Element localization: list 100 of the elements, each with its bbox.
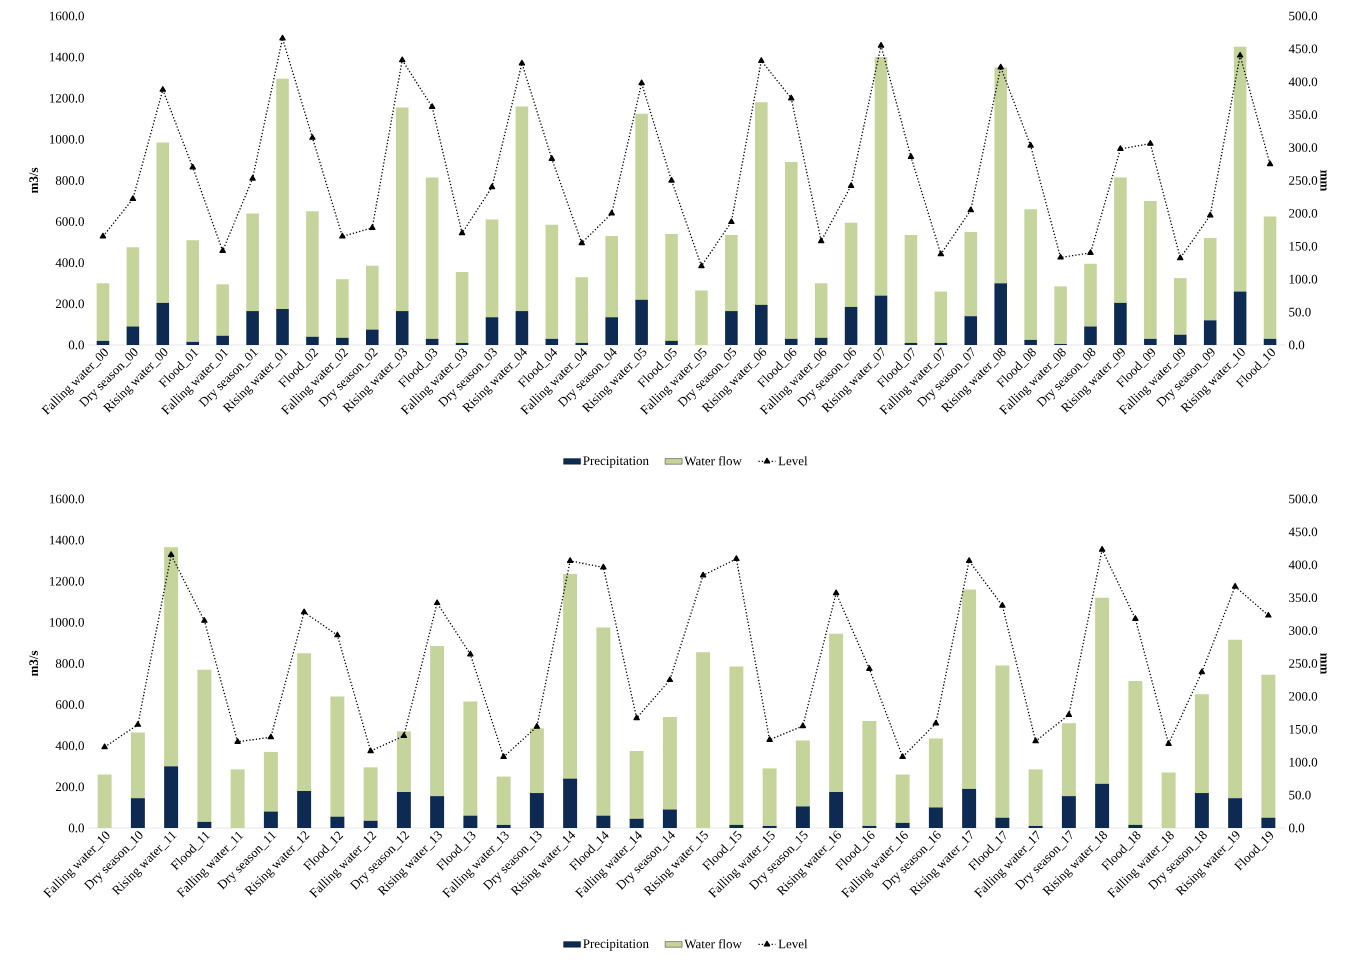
point: [201, 617, 208, 623]
point: [234, 738, 241, 744]
bar: [126, 247, 140, 327]
bar: [962, 788, 977, 828]
bar: [496, 824, 511, 828]
bar: [665, 233, 678, 341]
bar: [1194, 793, 1209, 828]
bar: [605, 236, 618, 318]
bar: [1261, 817, 1276, 828]
bar: [874, 295, 888, 345]
bar: [216, 284, 229, 336]
point: [566, 557, 574, 563]
bar: [995, 665, 1010, 818]
bar: [529, 793, 544, 828]
bar: [186, 240, 200, 342]
point: [698, 262, 705, 269]
bar: [515, 311, 529, 345]
bar: [485, 219, 499, 318]
bar: [605, 317, 618, 345]
bar: [635, 113, 648, 300]
point: [398, 56, 406, 63]
bar: [1028, 769, 1043, 826]
bar: [596, 627, 611, 816]
point: [367, 747, 374, 754]
point: [369, 224, 376, 231]
bar: [130, 732, 145, 799]
bar: [962, 589, 977, 789]
point: [219, 247, 226, 254]
y2-tick-label: 300.0: [1289, 626, 1318, 635]
point: [339, 232, 346, 239]
point: [668, 176, 675, 183]
y-tick-label: 200.0: [55, 782, 84, 792]
point: [267, 733, 275, 740]
point: [1117, 145, 1124, 152]
point: [334, 631, 341, 638]
point: [932, 719, 940, 726]
bar: [829, 633, 844, 793]
bar: [665, 340, 678, 345]
bar: [306, 211, 319, 337]
bar: [563, 778, 578, 828]
bar: [1161, 772, 1176, 828]
bar: [366, 329, 379, 345]
y2-tick-label: 250.0: [1289, 659, 1318, 668]
y2-tick-label: 350.0: [1289, 110, 1318, 120]
bar: [1028, 825, 1043, 828]
y-tick-label: 600.0: [55, 700, 84, 710]
bar: [216, 335, 229, 345]
point: [799, 722, 807, 729]
point: [309, 134, 316, 140]
point: [817, 237, 825, 244]
bar: [1095, 597, 1110, 784]
bar: [1128, 680, 1143, 825]
bar: [156, 142, 170, 303]
bar: [1203, 320, 1217, 345]
bar: [695, 290, 708, 345]
point: [608, 209, 615, 216]
point: [666, 676, 674, 683]
point: [101, 743, 108, 750]
bar: [729, 666, 744, 825]
legend-label: Precipitation: [583, 939, 649, 951]
point: [788, 94, 795, 101]
bar: [725, 311, 738, 345]
bar: [1173, 278, 1187, 335]
bar: [1261, 674, 1276, 818]
bar: [729, 824, 744, 828]
bar: [263, 811, 278, 828]
y2-tick-label: 500.0: [1289, 494, 1318, 504]
bar: [696, 652, 711, 828]
point: [189, 163, 196, 170]
bar: [425, 177, 439, 339]
point: [728, 218, 735, 225]
point: [249, 174, 256, 181]
y2-tick-label: 250.0: [1289, 176, 1318, 185]
bar: [425, 338, 439, 345]
bar: [725, 234, 738, 312]
y2-tick-label: 0.0: [1289, 823, 1305, 833]
bar: [1114, 302, 1127, 345]
bar: [1144, 338, 1157, 345]
bar: [529, 728, 544, 794]
bar: [829, 792, 844, 828]
bar: [762, 768, 777, 826]
y-axis-title: m3/s: [29, 167, 39, 194]
bar: [297, 653, 312, 791]
y2-tick-label: 200.0: [1289, 209, 1318, 218]
point: [937, 250, 945, 257]
bar: [784, 338, 798, 345]
point: [129, 195, 137, 202]
y-tick-label: 800.0: [55, 659, 84, 668]
point: [1265, 611, 1272, 618]
bar: [97, 774, 112, 828]
bar: [366, 265, 379, 330]
bar: [330, 816, 345, 828]
y-tick-label: 0.0: [68, 340, 84, 350]
bar: [263, 751, 278, 812]
point: [458, 229, 466, 236]
point: [1147, 140, 1154, 146]
point: [134, 721, 142, 727]
point: [758, 57, 765, 63]
point: [1231, 582, 1239, 589]
bar: [874, 57, 888, 296]
